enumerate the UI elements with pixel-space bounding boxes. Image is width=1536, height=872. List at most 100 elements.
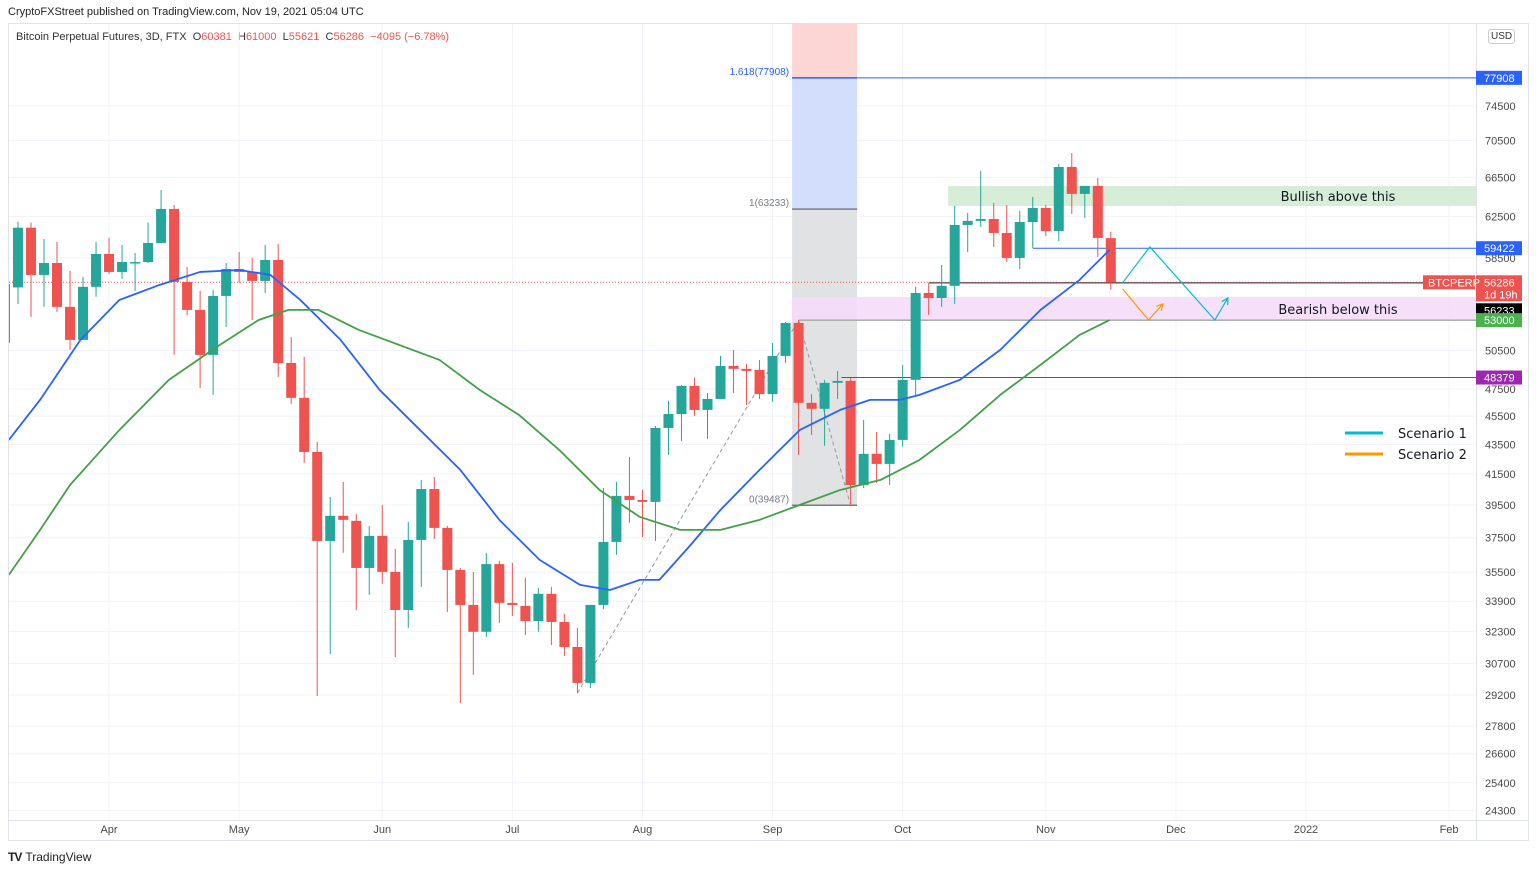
candle-body (559, 621, 570, 647)
candle-body (78, 286, 89, 340)
candle-body (819, 382, 830, 409)
candle (533, 587, 544, 632)
candle (273, 243, 284, 377)
candle-body (624, 495, 635, 500)
zone-bearish[interactable] (792, 296, 1476, 321)
y-tick-label: 26600 (1485, 749, 1516, 761)
candle (546, 586, 557, 645)
candle (1027, 196, 1038, 248)
candle-body (507, 602, 518, 605)
candle-body (481, 564, 492, 632)
candle-body (65, 306, 76, 340)
y-tick-label: 47500 (1485, 384, 1516, 396)
y-tick-label: 27800 (1485, 721, 1516, 733)
price-badge-value: 59422 (1484, 243, 1515, 255)
x-tick-label: Aug (633, 824, 653, 836)
currency-button[interactable]: USD (1488, 29, 1516, 44)
x-tick-label: Feb (1440, 824, 1459, 836)
candle-body (533, 593, 544, 621)
brand-name: TradingView (25, 850, 92, 864)
candle-body (403, 539, 414, 610)
candle-body (728, 365, 739, 369)
x-tick-label: Apr (100, 824, 117, 836)
candle-body (416, 489, 427, 540)
candle-body (429, 489, 440, 528)
y-tick-label: 29200 (1485, 690, 1516, 702)
candle-body (221, 268, 232, 296)
candle (1105, 231, 1116, 290)
candle (1092, 177, 1103, 257)
candle (663, 400, 674, 455)
chart-frame (8, 23, 1529, 841)
candle-body (962, 220, 973, 225)
candle (156, 189, 167, 243)
candle-body (1014, 221, 1025, 258)
legend-label: Scenario 2 (1398, 448, 1467, 463)
candle-body (975, 218, 986, 221)
change-value: −4095 (−6.78%) (370, 31, 450, 43)
candle-body (754, 369, 765, 395)
drawings-front: 1.618(77908) 1(63233) 0(39487) Bullish abov… (9, 67, 1467, 591)
candle-body (25, 227, 36, 275)
candle (494, 560, 505, 623)
candle-body (715, 365, 726, 399)
price-badge-value: 77908 (1484, 73, 1515, 85)
y-tick-label: 41500 (1485, 469, 1516, 481)
candle-body (585, 604, 596, 683)
price-badge (1476, 70, 1522, 85)
y-tick-label: 25400 (1485, 778, 1516, 790)
price-badge (1476, 241, 1522, 256)
fib-trend-path[interactable] (576, 318, 852, 694)
price-badge (1476, 313, 1522, 328)
moving-average-slow[interactable] (9, 308, 1110, 576)
candle-body (871, 453, 882, 464)
footer-brand[interactable]: TV TradingView (8, 850, 91, 864)
candle (130, 253, 141, 291)
candle-body (1053, 167, 1064, 231)
scenario-2-path[interactable] (1122, 288, 1164, 321)
price-badge-value: 56286 (1484, 277, 1515, 289)
x-tick-label: 2022 (1294, 824, 1318, 836)
symbol-badge-label: BTCPERP (1428, 277, 1480, 289)
price-badge (1476, 275, 1522, 302)
candle (884, 433, 895, 485)
candle-body (1027, 207, 1038, 222)
zone-bullish[interactable] (948, 185, 1476, 206)
candle-body (182, 281, 193, 310)
low-label: L (282, 31, 289, 43)
candle-body (9, 283, 10, 343)
candle (234, 251, 245, 283)
candle (65, 270, 76, 350)
y-tick-label: 43500 (1485, 439, 1516, 451)
scenario-1-path[interactable] (1122, 245, 1229, 322)
candle-body (1040, 207, 1051, 231)
y-tick-label: 24300 (1485, 806, 1516, 818)
candle (416, 479, 427, 587)
candle (429, 476, 440, 539)
candle (143, 222, 154, 263)
x-tick-label: May (229, 824, 250, 836)
symbol-title[interactable]: Bitcoin Perpetual Futures, 3D, FTX (16, 31, 187, 43)
publish-attribution: CryptoFXStreet published on TradingView.… (8, 6, 364, 18)
candle-body (117, 262, 128, 272)
candle (611, 481, 622, 555)
candle-body (793, 322, 804, 403)
y-tick-label: 35500 (1485, 567, 1516, 579)
candle (806, 394, 817, 435)
candle-body (949, 224, 960, 286)
candle-body (1066, 167, 1077, 194)
candle (468, 571, 479, 675)
symbol-legend: Bitcoin Perpetual Futures, 3D, FTX O6038… (16, 31, 449, 43)
candle (455, 567, 466, 704)
candle-body (767, 355, 778, 395)
candle-body (689, 385, 700, 410)
candle-body (598, 541, 609, 605)
candle-body (130, 262, 141, 264)
candle (910, 286, 921, 397)
candle (481, 552, 492, 637)
moving-average-fast[interactable] (9, 249, 1111, 591)
candle-body (377, 535, 388, 572)
candle-body (364, 535, 375, 568)
candle (988, 202, 999, 247)
